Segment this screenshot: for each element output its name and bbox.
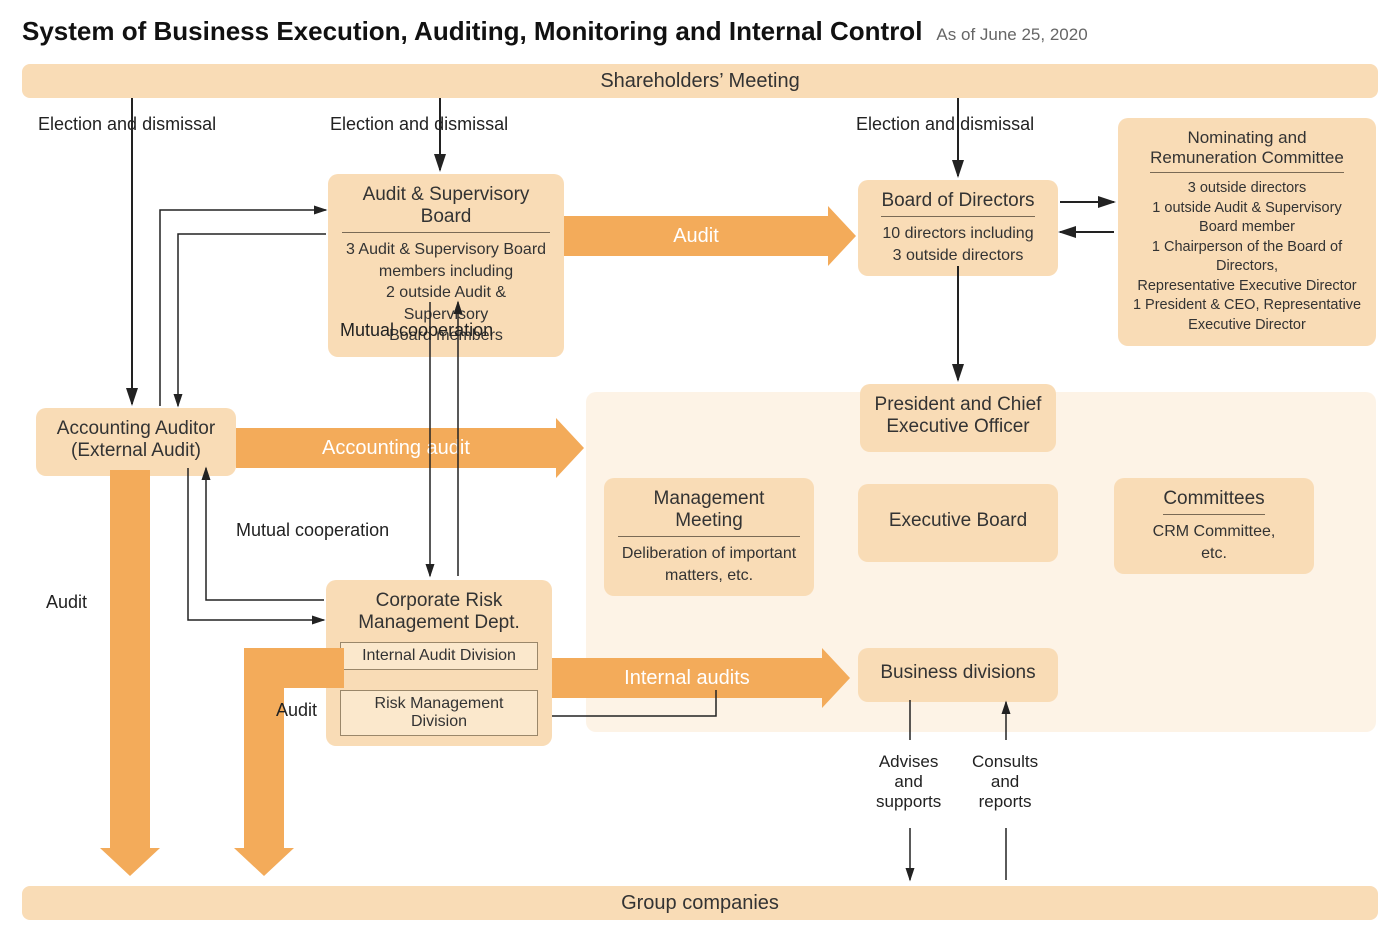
asb-title: Audit & Supervisory Board — [342, 184, 550, 233]
nominating-remuneration-committee-box: Nominating and Remuneration Committee 3 … — [1118, 118, 1376, 346]
mgmt-body: Deliberation of important matters, etc. — [618, 543, 800, 586]
bizdiv-title: Business divisions — [872, 662, 1044, 684]
elect-1-label: Election and dismissal — [38, 114, 216, 135]
internal-audits-arrow: Internal audits — [552, 648, 850, 708]
shareholders-bar: Shareholders’ Meeting — [22, 64, 1378, 98]
page-title: System of Business Execution, Auditing, … — [22, 16, 922, 47]
consults-label: Consults and reports — [972, 752, 1038, 812]
accounting-auditor-box: Accounting Auditor (External Audit) — [36, 408, 236, 476]
coop-2-label: Mutual cooperation — [236, 520, 389, 541]
audit-arrow-label: Audit — [673, 225, 719, 248]
elect-2-label: Election and dismissal — [330, 114, 508, 135]
business-divisions-box: Business divisions — [858, 648, 1058, 702]
ceo-title: President and Chief Executive Officer — [874, 394, 1042, 438]
comm-body: CRM Committee, etc. — [1128, 521, 1300, 564]
mgmt-title: Management Meeting — [618, 488, 800, 537]
comm-title: Committees — [1163, 488, 1264, 515]
elect-3-label: Election and dismissal — [856, 114, 1034, 135]
committees-box: Committees CRM Committee, etc. — [1114, 478, 1314, 574]
audit-down-arrow-1 — [100, 470, 160, 876]
bod-body: 10 directors including 3 outside directo… — [872, 223, 1044, 266]
crm-title: Corporate Risk Management Dept. — [340, 590, 538, 634]
group-companies-label: Group companies — [621, 892, 779, 915]
audit-down-1-label: Audit — [46, 592, 87, 613]
audit-arrow: Audit — [564, 206, 856, 266]
exec-title: Executive Board — [872, 510, 1044, 532]
audit-down-2-label: Audit — [276, 700, 317, 721]
accounting-audit-arrow-label: Accounting audit — [322, 437, 470, 460]
auditor-title: Accounting Auditor (External Audit) — [50, 418, 222, 462]
board-of-directors-box: Board of Directors 10 directors includin… — [858, 180, 1058, 276]
shareholders-label: Shareholders’ Meeting — [600, 70, 799, 93]
president-ceo-box: President and Chief Executive Officer — [860, 384, 1056, 452]
risk-management-division-box: Risk Management Division — [340, 690, 538, 736]
bod-title: Board of Directors — [881, 190, 1034, 217]
corporate-risk-mgmt-box: Corporate Risk Management Dept. Internal… — [326, 580, 552, 746]
group-companies-bar: Group companies — [22, 886, 1378, 920]
internal-audit-division-box: Internal Audit Division — [340, 642, 538, 670]
as-of-date: As of June 25, 2020 — [936, 25, 1087, 45]
coop-1-label: Mutual cooperation — [340, 320, 493, 341]
executive-board-box: Executive Board — [858, 484, 1058, 562]
management-meeting-box: Management Meeting Deliberation of impor… — [604, 478, 814, 596]
internal-audits-arrow-label: Internal audits — [624, 667, 750, 690]
advises-label: Advises and supports — [876, 752, 941, 812]
nrc-body: 3 outside directors 1 outside Audit & Su… — [1132, 179, 1362, 336]
nrc-title: Nominating and Remuneration Committee — [1150, 128, 1344, 173]
accounting-audit-arrow: Accounting audit — [236, 418, 584, 478]
